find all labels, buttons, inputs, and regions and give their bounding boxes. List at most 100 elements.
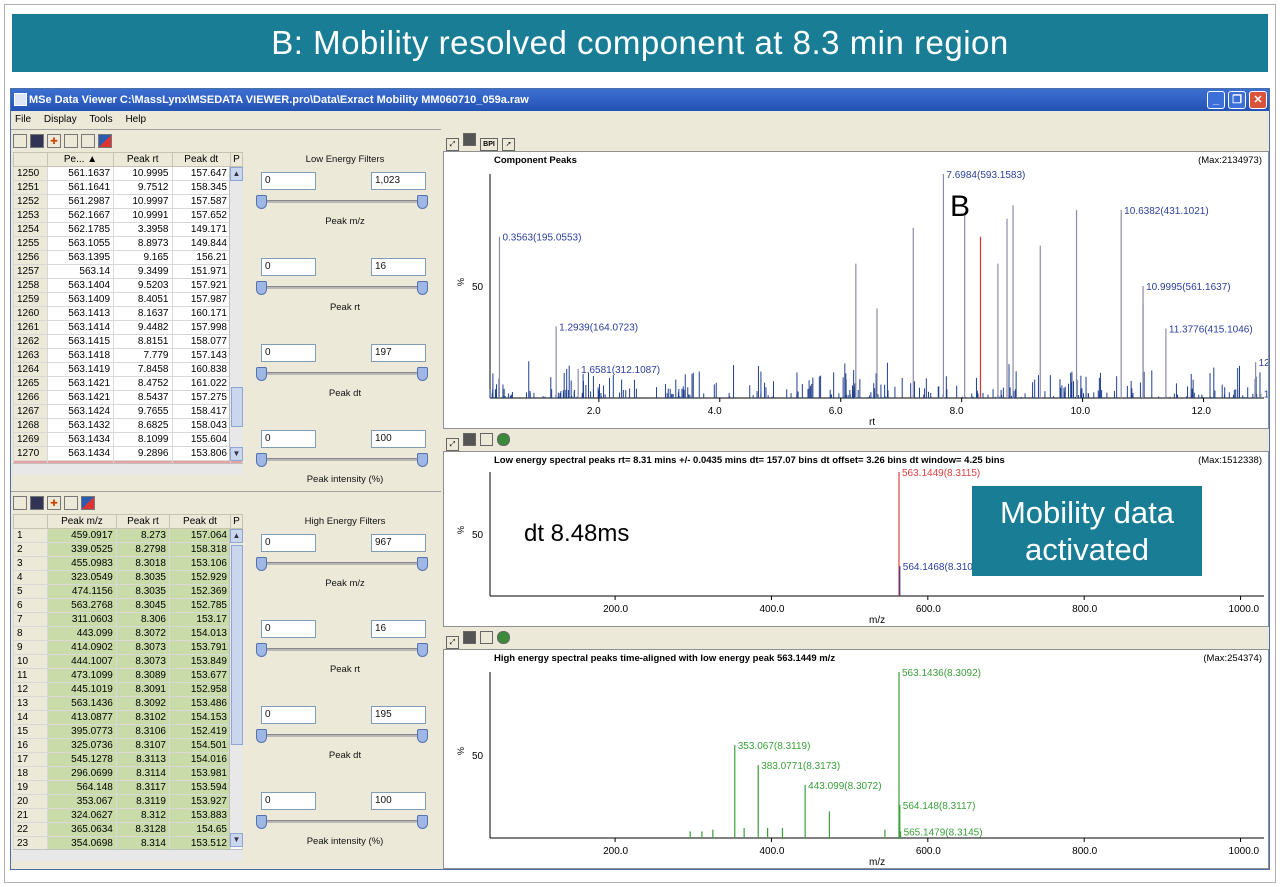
table-row[interactable]: 1256 563.1395 9.165 156.21 xyxy=(13,250,243,265)
filter-slider-max-handle[interactable] xyxy=(417,367,428,381)
table-row[interactable]: 7 311.0603 8.306 153.17 xyxy=(13,612,243,627)
filter-slider-max-handle[interactable] xyxy=(417,195,428,209)
filter-min-input[interactable]: 0 xyxy=(261,792,316,810)
table-row[interactable]: 1268 563.1432 8.6825 158.043 xyxy=(13,418,243,433)
column-header[interactable]: Peak dt xyxy=(168,514,232,529)
filter-slider-track[interactable] xyxy=(261,734,423,737)
table-row[interactable]: 22 365.0634 8.3128 154.65 xyxy=(13,822,243,837)
close-button[interactable]: ✕ xyxy=(1249,91,1267,109)
table-row[interactable]: 1264 563.1419 7.8458 160.838 xyxy=(13,362,243,377)
menu-display[interactable]: Display xyxy=(43,114,77,125)
copy-icon[interactable] xyxy=(64,495,78,510)
filter-slider-track[interactable] xyxy=(261,286,423,289)
table-row[interactable]: 12 445.1019 8.3091 152.958 xyxy=(13,682,243,697)
table-row[interactable]: 1265 563.1421 8.4752 161.022 xyxy=(13,376,243,391)
scroll-thumb[interactable] xyxy=(231,545,243,745)
chart-icon[interactable] xyxy=(98,133,112,148)
table-row[interactable]: 9 414.0902 8.3073 153.791 xyxy=(13,640,243,655)
filter-slider-max-handle[interactable] xyxy=(417,643,428,657)
table-row[interactable]: 1262 563.1415 8.8151 158.077 xyxy=(13,334,243,349)
low-energy-hscroll[interactable] xyxy=(13,463,243,475)
table-row[interactable]: 5 474.1156 8.3035 152.369 xyxy=(13,584,243,599)
scroll-up-icon[interactable]: ▲ xyxy=(230,529,243,543)
column-header[interactable]: P xyxy=(230,152,243,167)
table-row[interactable]: 8 443.099 8.3072 154.013 xyxy=(13,626,243,641)
high-energy-spectrum-chart[interactable]: 50% 200.0 400.0 600.0 800.0 1000.0 m/z 563.1436… xyxy=(444,650,1268,868)
copy-icon[interactable] xyxy=(64,133,78,148)
menu-help[interactable]: Help xyxy=(125,114,147,125)
column-header[interactable]: Peak rt xyxy=(115,514,170,529)
table-row[interactable]: 16 325.0736 8.3107 154.501 xyxy=(13,738,243,753)
table-row[interactable]: 1263 563.1418 7.779 157.143 xyxy=(13,348,243,363)
filter-max-input[interactable]: 1,023 xyxy=(371,172,426,190)
tree-icon[interactable]: ✚ xyxy=(47,495,61,510)
filter-min-input[interactable]: 0 xyxy=(261,344,316,362)
filter-max-input[interactable]: 16 xyxy=(371,620,426,638)
window-titlebar[interactable]: MSe Data Viewer C:\MassLynx\MSEDATA VIEW… xyxy=(11,89,1269,111)
filter-slider-track[interactable] xyxy=(261,820,423,823)
minimize-button[interactable]: _ xyxy=(1207,91,1225,109)
table-row[interactable]: 1258 563.1404 9.5203 157.921 xyxy=(13,278,243,293)
camera-icon[interactable] xyxy=(463,133,476,146)
scroll-up-icon[interactable]: ▲ xyxy=(230,167,243,181)
expand-icon[interactable]: ⤢ xyxy=(446,438,459,451)
table-row[interactable]: 18 296.0699 8.3114 153.981 xyxy=(13,766,243,781)
color-map-icon[interactable] xyxy=(30,495,44,510)
table-row[interactable]: 1270 563.1434 9.2896 153.806 xyxy=(13,446,243,461)
menu-file[interactable]: File xyxy=(15,114,32,125)
high-energy-table[interactable]: Peak m/z Peak rt Peak dt P 1 459.0917 8.273 15… xyxy=(13,514,243,851)
filter-slider-min-handle[interactable] xyxy=(256,643,267,657)
low-energy-vscroll[interactable]: ▲ ▼ xyxy=(229,167,243,461)
table-row[interactable]: 6 563.2768 8.3045 152.785 xyxy=(13,598,243,613)
table-row[interactable]: 4 323.0549 8.3035 152.929 xyxy=(13,570,243,585)
filter-slider-min-handle[interactable] xyxy=(256,367,267,381)
expand-icon[interactable]: ⤢ xyxy=(446,636,459,649)
table-row[interactable]: 21 324.0627 8.312 153.883 xyxy=(13,808,243,823)
filter-slider-max-handle[interactable] xyxy=(417,815,428,829)
table-row[interactable]: 1257 563.14 9.3499 151.971 xyxy=(13,264,243,279)
column-header[interactable] xyxy=(13,514,48,529)
filter-slider-max-handle[interactable] xyxy=(417,281,428,295)
table-row[interactable]: 1260 563.1413 8.1637 160.171 xyxy=(13,306,243,321)
table-row[interactable]: 23 354.0698 8.314 153.512 xyxy=(13,836,243,851)
copy-icon[interactable] xyxy=(480,433,493,446)
filter-min-input[interactable]: 0 xyxy=(261,172,316,190)
filter-slider-min-handle[interactable] xyxy=(256,453,267,467)
filter-slider-track[interactable] xyxy=(261,372,423,375)
filter-max-input[interactable]: 967 xyxy=(371,534,426,552)
filter-slider-max-handle[interactable] xyxy=(417,557,428,571)
filter-slider-track[interactable] xyxy=(261,458,423,461)
table-row[interactable]: 17 545.1278 8.3113 154.016 xyxy=(13,752,243,767)
table-row[interactable]: 1255 563.1055 8.8973 149.844 xyxy=(13,236,243,251)
mobility-icon[interactable] xyxy=(497,631,510,644)
filter-max-input[interactable]: 100 xyxy=(371,430,426,448)
table-row[interactable]: 1250 561.1637 10.9995 157.647 xyxy=(13,166,243,181)
table-row[interactable]: 20 353.067 8.3119 153.927 xyxy=(13,794,243,809)
filter-slider-track[interactable] xyxy=(261,200,423,203)
filter-slider-min-handle[interactable] xyxy=(256,557,267,571)
copy-icon[interactable] xyxy=(480,631,493,644)
filter-slider-min-handle[interactable] xyxy=(256,729,267,743)
low-energy-table[interactable]: Pe... ▲ Peak rt Peak dt P 1250 561.1637 10.99… xyxy=(13,152,243,475)
scroll-thumb[interactable] xyxy=(231,387,243,427)
filter-max-input[interactable]: 195 xyxy=(371,706,426,724)
column-header[interactable]: Peak rt xyxy=(113,152,173,167)
filter-slider-max-handle[interactable] xyxy=(417,453,428,467)
filter-min-input[interactable]: 0 xyxy=(261,258,316,276)
filter-slider-track[interactable] xyxy=(261,562,423,565)
maximize-button[interactable]: ❐ xyxy=(1228,91,1246,109)
table-row[interactable]: 1 459.0917 8.273 157.064 xyxy=(13,528,243,543)
menu-tools[interactable]: Tools xyxy=(89,114,113,125)
color-map-icon[interactable] xyxy=(30,133,44,148)
scroll-down-icon[interactable]: ▼ xyxy=(230,833,243,847)
filter-icon[interactable] xyxy=(81,133,95,148)
filter-min-input[interactable]: 0 xyxy=(261,706,316,724)
low-energy-spectrum-chart[interactable]: 50% 200.0 400.0 600.0 800.0 1000.0 m/z 563.1449… xyxy=(444,452,1268,626)
camera-icon[interactable] xyxy=(463,631,476,644)
filter-min-input[interactable]: 0 xyxy=(261,534,316,552)
column-header[interactable]: P xyxy=(230,514,243,529)
table-row[interactable]: 13 563.1436 8.3092 153.486 xyxy=(13,696,243,711)
filter-max-input[interactable]: 197 xyxy=(371,344,426,362)
mobility-icon[interactable] xyxy=(497,433,510,446)
chart-icon[interactable] xyxy=(81,495,95,510)
